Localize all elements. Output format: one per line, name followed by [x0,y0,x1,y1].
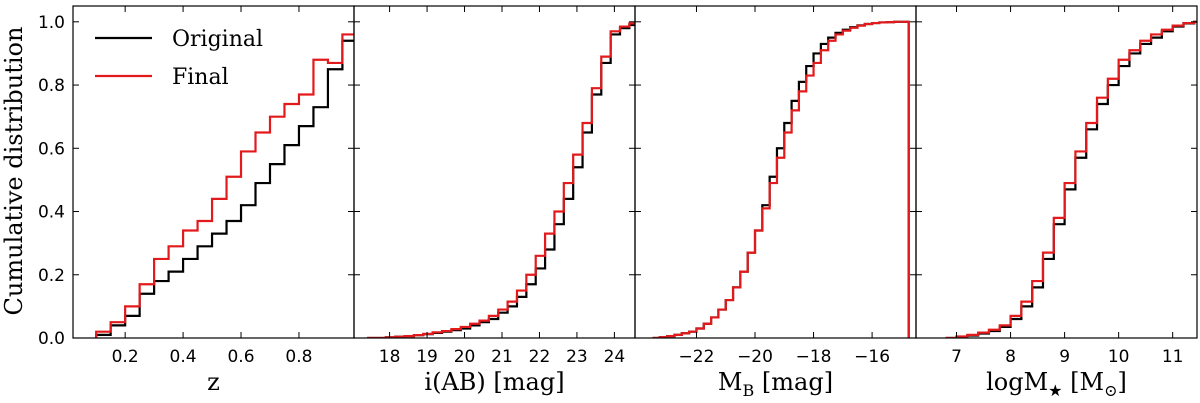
x-tick-label: 9 [1059,347,1070,367]
x-tick-label: 24 [604,347,626,367]
x-tick-label: 18 [379,347,401,367]
series-line-original [95,39,354,338]
x-label-main: logM [986,368,1048,396]
x-tick-label: −20 [737,347,773,367]
series-line-final [367,22,635,338]
x-tick-label: 23 [566,347,588,367]
series-line-final [945,20,1197,338]
x-label-subscript-2: ⊙ [1104,381,1117,400]
panel-frame-logM [915,5,1198,339]
panels-group: 0.2 0.4 0.6 0.8 z 0.0 0.2 0.4 0.6 0.8 1.0 Original F… [38,5,1198,400]
series-group-iAB [367,22,635,338]
x-axis-label-iAB: i(AB) [mag] [424,368,564,396]
x-tick-label: 10 [1108,347,1130,367]
panel-MB: −22 −20 −18 −16 MB [mag] [634,5,917,400]
panel-iAB: 18 19 20 21 22 23 24 i(AB) [mag] [353,5,636,396]
x-label-rest: [mag] [754,368,833,396]
panel-z: 0.2 0.4 0.6 0.8 z 0.0 0.2 0.4 0.6 0.8 1.0 Original F… [38,5,355,396]
x-axis-label-z: z [207,368,220,396]
series-line-final [95,33,354,338]
x-tick-label: 0.8 [285,347,312,367]
series-line-original [652,20,910,338]
x-tick-label: 8 [1005,347,1016,367]
x-tick-label: 19 [416,347,438,367]
x-tick-label: 7 [951,347,962,367]
series-group-MB [652,20,910,338]
x-label-subscript: ★ [1048,381,1062,400]
series-group-z [95,33,354,338]
series-line-original [367,23,635,338]
x-label-rest: [M [1063,368,1105,396]
series-line-final [652,20,910,338]
legend-label-final: Final [172,65,229,90]
x-tick-label: 0.4 [170,347,197,367]
y-tick-label: 0.8 [38,76,65,96]
x-axis-label-MB: MB [mag] [718,368,833,400]
x-tick-label: 0.6 [227,347,254,367]
y-tick-label: 0.0 [38,329,65,349]
x-label-subscript: B [743,381,755,400]
x-tick-label: 21 [491,347,513,367]
x-tick-label: 11 [1162,347,1184,367]
x-tick-label: 0.2 [112,347,139,367]
x-axis-label-logM: logM★ [M⊙] [986,368,1127,400]
panel-logM: 7 8 9 10 11 logM★ [M⊙] [915,5,1198,400]
x-label-end: ] [1118,368,1127,396]
y-tick-label: 0.2 [38,266,65,286]
x-tick-label: 20 [454,347,476,367]
x-tick-label: −18 [796,347,832,367]
legend-label-original: Original [172,27,263,52]
x-tick-label: −22 [679,347,715,367]
series-line-original [945,20,1197,338]
x-tick-label: 22 [529,347,551,367]
x-tick-label: −16 [854,347,890,367]
x-label-main: M [718,368,743,396]
panel-frame-z [72,5,355,339]
panel-frame-MB [634,5,917,339]
legend: Original Final [95,27,263,90]
panel-frame-iAB [353,5,636,339]
y-axis-label: Cumulative distribution [0,27,28,316]
y-tick-label: 0.6 [38,139,65,159]
y-tick-label: 0.4 [38,203,65,223]
series-group-logM [945,20,1197,338]
y-tick-label: 1.0 [38,13,65,33]
